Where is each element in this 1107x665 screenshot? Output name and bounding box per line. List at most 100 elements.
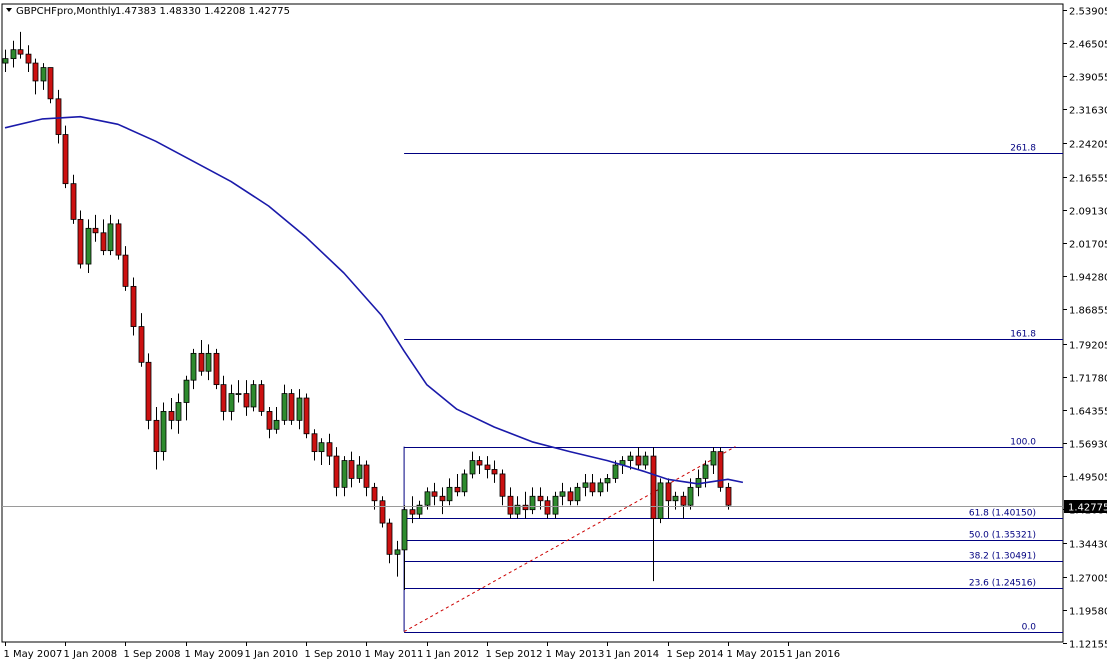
candle-body-bull [2, 58, 9, 64]
fib-level-label: 261.8 [1010, 144, 1036, 154]
price-tick-label: 2.31630 [1069, 106, 1107, 117]
candle-body-bear [725, 486, 732, 506]
time-tick-label: 1 Jan 2012 [426, 649, 480, 660]
candle [454, 473, 461, 497]
candle-body-bear [326, 442, 333, 457]
price-tick-label: 1.19580 [1069, 607, 1107, 618]
candle-body-bear [100, 232, 107, 252]
symbol-title: GBPCHFpro,Monthly [16, 6, 117, 17]
candle-body-bull [40, 67, 47, 82]
candle-body-bull [190, 352, 197, 381]
time-tick-label: 1 May 2015 [727, 649, 786, 660]
candle-body-bear [122, 254, 129, 287]
candle [635, 447, 642, 470]
candle [168, 398, 175, 430]
price-tick-label: 1.49505 [1069, 473, 1107, 484]
candle-body-bear [522, 504, 529, 511]
candle-body-bear [138, 326, 145, 363]
time-tick-label: 1 Jan 2016 [787, 649, 841, 660]
candle-body-bear [499, 473, 506, 497]
candle [559, 482, 566, 506]
candle [424, 487, 431, 510]
candle [514, 496, 521, 519]
candle-body-bear [47, 67, 54, 100]
current-price-marker: 1.42775 [2, 500, 1107, 514]
candle [175, 393, 182, 434]
fib-level-label: 161.8 [1010, 330, 1036, 340]
time-tick-label: 1 Sep 2008 [124, 649, 181, 660]
candle-body-bear [665, 482, 672, 502]
candle-body-bear [386, 522, 393, 555]
time-tick-label: 1 Jan 2014 [606, 649, 660, 660]
candle-body-bull [597, 482, 604, 493]
candle-body-bull [416, 504, 423, 515]
candle [582, 473, 589, 497]
candle [589, 473, 596, 497]
price-tick-label: 1.34430 [1069, 540, 1107, 551]
time-tick-label: 1 Jan 2008 [64, 649, 118, 660]
price-tick-label: 1.12155 [1069, 640, 1107, 651]
price-tick-label: 1.79205 [1069, 341, 1107, 352]
candle-body-bear [17, 49, 24, 55]
candle-body-bull [175, 402, 182, 421]
candle-body-bear [92, 227, 99, 234]
candle [409, 496, 416, 524]
candle [62, 125, 69, 189]
candle [220, 375, 227, 421]
candle [281, 384, 288, 425]
candle [499, 469, 506, 506]
candle [446, 478, 453, 506]
moving-average [4, 115, 744, 485]
candle-body-bear [409, 509, 416, 515]
candle-body-bull [559, 491, 566, 497]
candle [130, 277, 137, 336]
candle [439, 487, 446, 515]
candle-body-bear [220, 384, 227, 412]
candle [544, 496, 551, 519]
dropdown-triangle-icon[interactable] [6, 8, 12, 12]
price-axis: 2.53905 2.46505 2.39055 2.31630 2.24205 2.165… [1063, 7, 1107, 651]
fibonacci-levels: 261.8 161.8 100.0 61.8 (1.40150) 50.0 (1.353… [403, 144, 1063, 633]
candle-body-bull [250, 384, 257, 408]
candle-body-bull [529, 495, 536, 511]
candle-body-bear [544, 500, 551, 515]
candle-body-bear [491, 469, 498, 475]
candle-body-bear [371, 486, 378, 502]
fib-level-label: 61.8 (1.40150) [969, 509, 1036, 519]
time-tick-label: 1 May 2009 [185, 649, 244, 660]
candle [2, 49, 9, 73]
candle-body-bear [379, 500, 386, 524]
candle-body-bear [333, 455, 340, 488]
candle [228, 384, 235, 421]
candle [205, 344, 212, 381]
candle-body-bull [469, 460, 476, 475]
fib-level-label: 38.2 (1.30491) [969, 552, 1036, 562]
candle-body-bear [431, 491, 438, 497]
candle [32, 58, 39, 95]
candle-body-bull [273, 419, 280, 430]
candle-body-bull [552, 495, 559, 515]
candle [401, 505, 408, 591]
candle-body-bear [55, 98, 62, 135]
candle-body-bull [612, 464, 619, 479]
fib-level-label: 100.0 [1010, 438, 1036, 448]
time-tick-label: 1 Sep 2012 [486, 649, 543, 660]
candle [627, 451, 634, 470]
price-tick-label: 1.71780 [1069, 374, 1107, 385]
candle-body-bear [168, 411, 175, 421]
candle-body-bear [507, 495, 514, 515]
candle [461, 469, 468, 497]
time-tick-label: 1 May 2011 [365, 649, 424, 660]
candle [266, 406, 273, 439]
candle-body-bull [318, 442, 325, 453]
candle-body-bear [62, 134, 69, 185]
candle-body-bull [183, 379, 190, 403]
candle [198, 339, 205, 376]
candle-body-bull [401, 509, 408, 551]
candle [341, 456, 348, 497]
candle [77, 210, 84, 269]
time-axis: 1 May 2007 1 Jan 2008 1 Sep 2008 1 May 2009… [4, 642, 841, 660]
candle [657, 478, 664, 524]
candle-body-bull [627, 455, 634, 461]
